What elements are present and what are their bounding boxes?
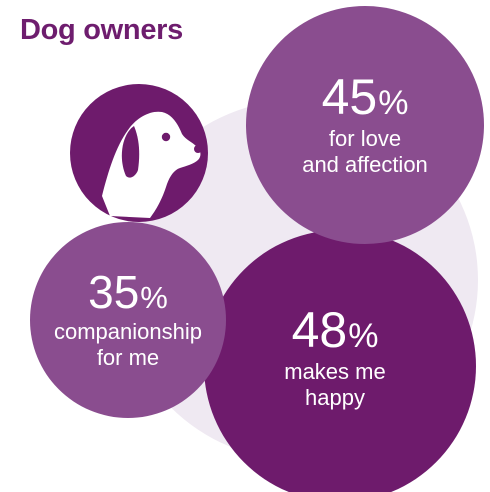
love-label-line1: for love [328, 125, 402, 151]
stat-bubble-companionship: 35% companionship for me [30, 222, 226, 418]
companionship-label: companionship for me [54, 319, 202, 372]
stat-bubble-happy: 48% makes me happy [204, 230, 476, 492]
happy-label: makes me happy [284, 359, 385, 412]
love-label: for love and affection [302, 126, 428, 179]
happy-unit: % [348, 316, 379, 355]
love-label-line2: and affection [302, 152, 428, 177]
dog-badge [70, 84, 208, 222]
companionship-percentage: 35% [88, 269, 168, 315]
companionship-value: 35 [88, 265, 140, 318]
companionship-unit: % [140, 279, 168, 315]
companionship-label-line1: companionship [54, 318, 202, 344]
page-title: Dog owners [20, 14, 183, 46]
love-percentage: 45% [322, 72, 409, 122]
stat-bubble-love: 45% for love and affection [246, 6, 484, 244]
love-value: 45 [321, 68, 378, 125]
companionship-label-line2: for me [96, 345, 160, 370]
dog-head-icon [70, 84, 208, 222]
happy-percentage: 48% [292, 305, 379, 355]
love-unit: % [378, 83, 409, 122]
happy-label-line1: makes me [284, 358, 386, 384]
happy-value: 48 [291, 301, 348, 358]
happy-label-line2: happy [305, 385, 365, 410]
